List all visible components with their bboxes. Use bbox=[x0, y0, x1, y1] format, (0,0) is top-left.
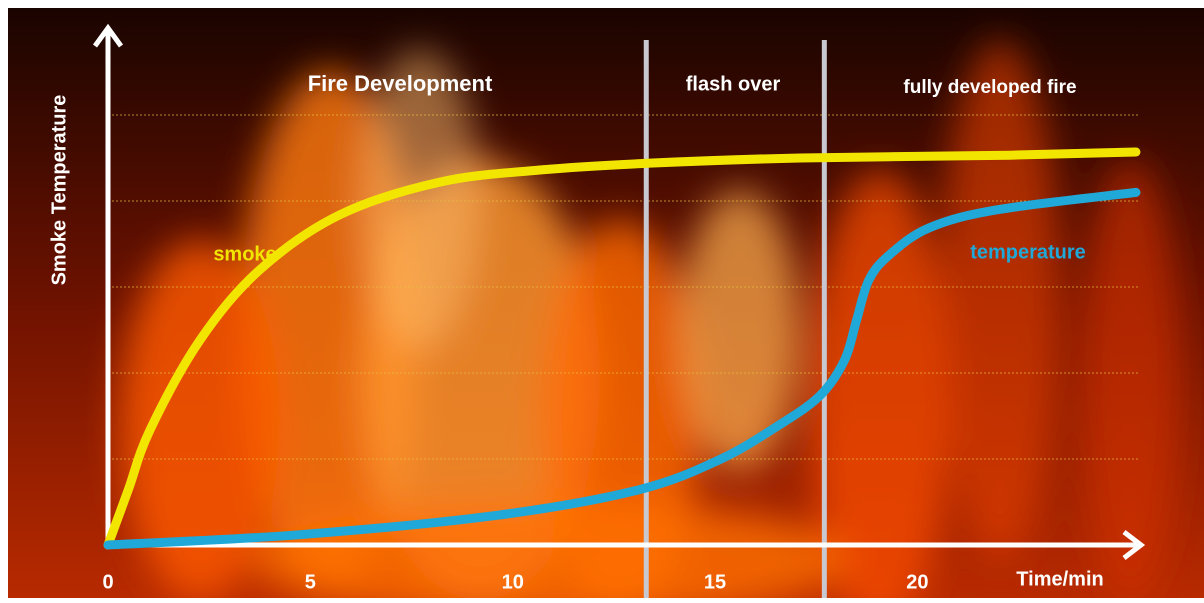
series-line bbox=[103, 187, 1141, 550]
series-label: temperature bbox=[970, 241, 1086, 263]
series-line bbox=[103, 147, 1141, 550]
x-tick-label: 20 bbox=[906, 571, 928, 593]
phase-label: Fire Development bbox=[308, 71, 493, 96]
x-tick-label: 5 bbox=[305, 571, 316, 593]
x-tick-label: 10 bbox=[502, 571, 524, 593]
y-axis-arrow bbox=[92, 23, 124, 48]
phase-label: flash over bbox=[686, 73, 781, 95]
phase-label: fully developed fire bbox=[903, 77, 1076, 98]
y-axis-label: Smoke Temperature bbox=[48, 95, 70, 286]
flames bbox=[120, 40, 1180, 603]
series-label: smoke bbox=[213, 243, 276, 265]
x-tick-label: 0 bbox=[102, 571, 113, 593]
x-tick-label: 15 bbox=[704, 571, 726, 593]
x-axis-arrow bbox=[1122, 530, 1146, 560]
x-axis-label: Time/min bbox=[1016, 568, 1103, 590]
